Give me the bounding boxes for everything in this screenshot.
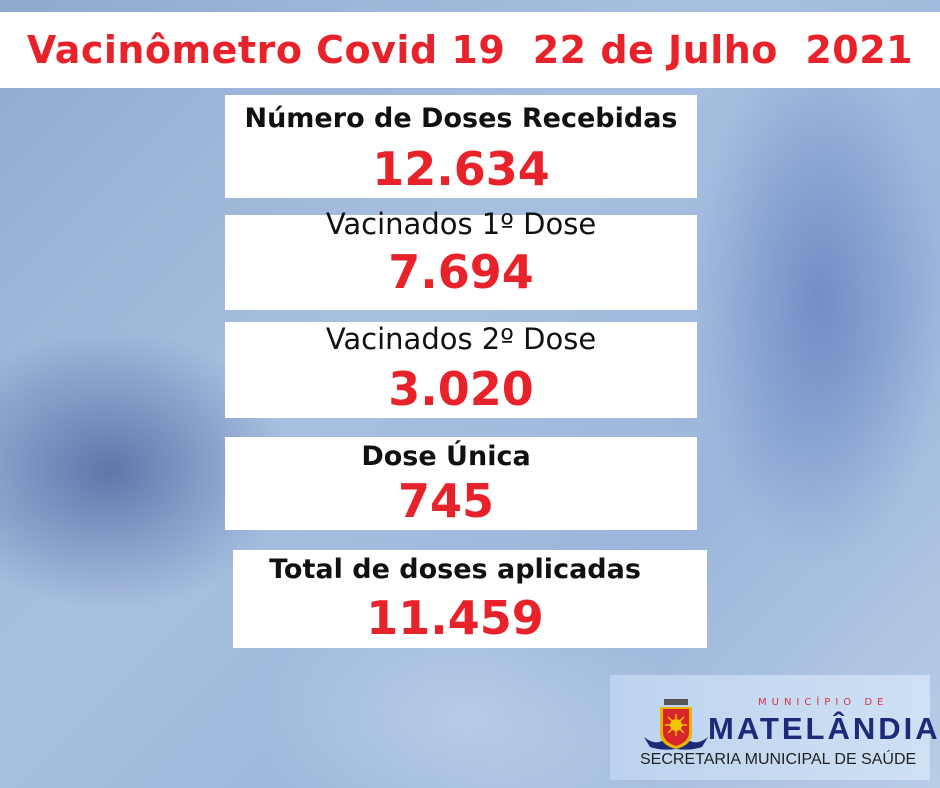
page-title: Vacinômetro Covid 19 22 de Julho 2021 xyxy=(26,28,914,72)
stat-value: 7.694 xyxy=(388,245,534,299)
stat-total-applied: Total de doses aplicadas 11.459 xyxy=(233,550,707,648)
stat-value: 12.634 xyxy=(372,142,550,196)
stat-value: 3.020 xyxy=(388,362,534,416)
stat-label: Número de Doses Recebidas xyxy=(244,103,678,134)
logo-name: MATELÂNDIA xyxy=(708,711,940,746)
stat-doses-received: Número de Doses Recebidas 12.634 xyxy=(225,95,697,198)
stat-label: Dose Única xyxy=(361,441,531,472)
stat-label: Vacinados 2º Dose xyxy=(325,322,597,356)
stat-value: 11.459 xyxy=(366,591,544,645)
stat-value: 745 xyxy=(397,474,495,528)
coat-of-arms-icon xyxy=(644,699,708,750)
stat-label: Vacinados 1º Dose xyxy=(325,207,597,241)
logo-top-text: MUNICÍPIO DE xyxy=(758,697,889,708)
municipality-logo: MUNICÍPIO DE MATELÂNDIA SECRETARIA MUNIC… xyxy=(610,675,938,780)
stat-second-dose: Vacinados 2º Dose 3.020 xyxy=(225,322,697,418)
logo-subtitle: SECRETARIA MUNICIPAL DE SAÚDE xyxy=(640,751,917,768)
title-band: Vacinômetro Covid 19 22 de Julho 2021 xyxy=(0,12,940,88)
stat-first-dose: Vacinados 1º Dose 7.694 xyxy=(225,207,697,310)
stat-single-dose: Dose Única 745 xyxy=(225,437,697,530)
stat-label: Total de doses aplicadas xyxy=(269,554,641,585)
